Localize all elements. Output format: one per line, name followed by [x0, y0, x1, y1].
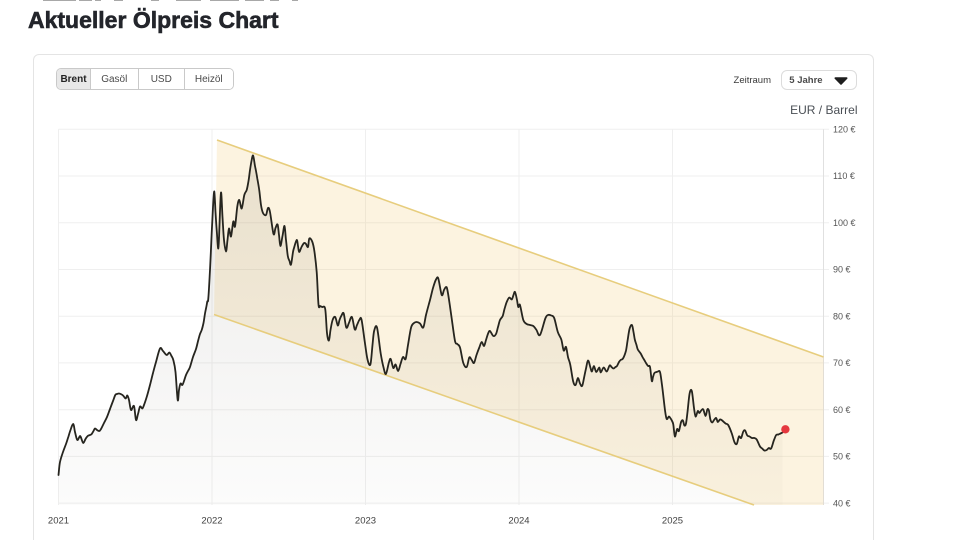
svg-text:100 €: 100 € — [833, 218, 856, 228]
svg-text:110 €: 110 € — [833, 171, 855, 181]
svg-text:2024: 2024 — [508, 516, 529, 527]
svg-text:2021: 2021 — [48, 516, 69, 527]
svg-text:50 €: 50 € — [833, 452, 851, 462]
svg-text:60 €: 60 € — [833, 405, 851, 415]
svg-text:2025: 2025 — [662, 516, 683, 527]
svg-text:2022: 2022 — [201, 516, 222, 527]
svg-text:70 €: 70 € — [833, 358, 851, 368]
svg-text:40 €: 40 € — [833, 498, 851, 508]
svg-text:90 €: 90 € — [833, 265, 851, 275]
svg-text:2023: 2023 — [355, 516, 376, 527]
svg-text:120 €: 120 € — [833, 125, 856, 135]
svg-text:80 €: 80 € — [833, 311, 851, 321]
